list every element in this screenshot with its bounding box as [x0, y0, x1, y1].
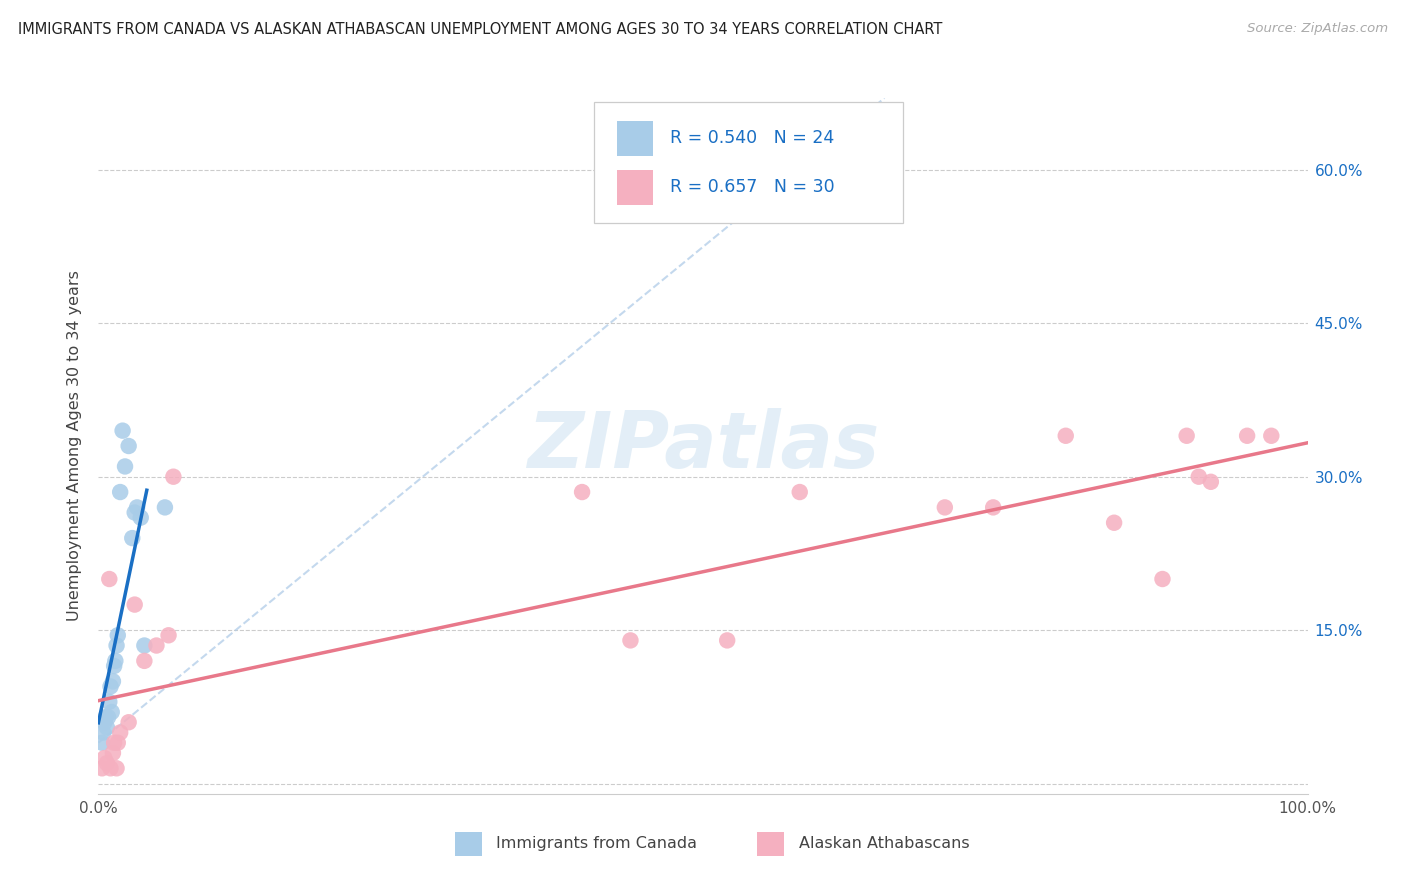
Point	[716, 633, 738, 648]
Point	[100, 761, 122, 775]
Point	[98, 695, 121, 709]
Text: Source: ZipAtlas.com: Source: ZipAtlas.com	[1247, 22, 1388, 36]
Point	[619, 633, 641, 648]
Point	[111, 424, 134, 438]
FancyBboxPatch shape	[617, 169, 654, 204]
Point	[114, 459, 136, 474]
Point	[103, 659, 125, 673]
FancyBboxPatch shape	[595, 102, 903, 223]
Point	[1236, 429, 1258, 443]
Point	[162, 469, 184, 483]
Point	[93, 715, 115, 730]
Point	[1175, 429, 1198, 443]
Point	[105, 761, 128, 775]
Point	[97, 710, 120, 724]
Point	[96, 756, 118, 771]
Text: R = 0.540   N = 24: R = 0.540 N = 24	[671, 129, 835, 147]
Point	[981, 500, 1004, 515]
Point	[124, 506, 146, 520]
Point	[91, 725, 114, 739]
Point	[108, 725, 131, 739]
Text: R = 0.657   N = 30: R = 0.657 N = 30	[671, 178, 835, 196]
FancyBboxPatch shape	[456, 832, 482, 856]
FancyBboxPatch shape	[758, 832, 785, 856]
Point	[96, 720, 118, 734]
Point	[124, 598, 146, 612]
Point	[129, 510, 152, 524]
Point	[1199, 475, 1222, 489]
Point	[91, 761, 114, 775]
Point	[1188, 469, 1211, 483]
Point	[1054, 429, 1077, 443]
Point	[105, 639, 128, 653]
Point	[100, 680, 122, 694]
Point	[934, 500, 956, 515]
Point	[1260, 429, 1282, 443]
Point	[1152, 572, 1174, 586]
Point	[101, 746, 124, 760]
Point	[101, 674, 124, 689]
Point	[93, 751, 115, 765]
Point	[108, 485, 131, 500]
Point	[104, 654, 127, 668]
Point	[107, 628, 129, 642]
Point	[145, 639, 167, 653]
Text: Alaskan Athabascans: Alaskan Athabascans	[799, 837, 969, 852]
Point	[157, 628, 180, 642]
Point	[100, 705, 122, 719]
Point	[1102, 516, 1125, 530]
Point	[91, 736, 114, 750]
Y-axis label: Unemployment Among Ages 30 to 34 years: Unemployment Among Ages 30 to 34 years	[67, 270, 83, 622]
Point	[153, 500, 176, 515]
Point	[121, 531, 143, 545]
Text: Immigrants from Canada: Immigrants from Canada	[496, 837, 697, 852]
Text: IMMIGRANTS FROM CANADA VS ALASKAN ATHABASCAN UNEMPLOYMENT AMONG AGES 30 TO 34 YE: IMMIGRANTS FROM CANADA VS ALASKAN ATHABA…	[18, 22, 942, 37]
Point	[94, 710, 117, 724]
FancyBboxPatch shape	[617, 121, 654, 156]
Point	[134, 654, 156, 668]
Point	[103, 736, 125, 750]
Text: ZIPatlas: ZIPatlas	[527, 408, 879, 484]
Point	[571, 485, 593, 500]
Point	[98, 572, 121, 586]
Point	[118, 715, 141, 730]
Point	[127, 500, 149, 515]
Point	[789, 485, 811, 500]
Point	[134, 639, 156, 653]
Point	[107, 736, 129, 750]
Point	[118, 439, 141, 453]
